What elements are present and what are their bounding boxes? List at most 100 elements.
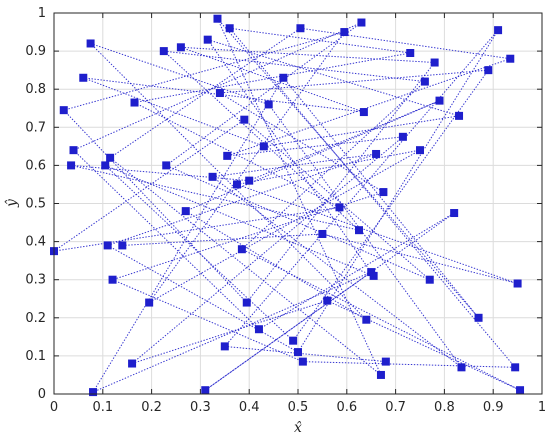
connecting-line [131,300,328,364]
data-point [296,24,305,33]
connecting-line [327,300,521,391]
data-point [425,275,434,284]
connecting-line [73,149,260,330]
connecting-line [212,153,377,178]
connecting-line [302,361,516,368]
connecting-line [83,77,265,147]
y-tick-label: 0.9 [25,44,46,59]
data-point [162,161,171,170]
plot-area-border [53,12,543,395]
y-tick-label: 0.6 [25,158,46,173]
connecting-line [243,119,431,281]
data-point [59,106,68,115]
data-point [289,336,298,345]
data-point [101,161,110,170]
x-tick-label: 0.4 [239,400,260,415]
connecting-line [258,212,455,330]
connecting-line [180,46,365,113]
x-tick-label: 0.1 [92,400,113,415]
data-point [381,357,390,366]
x-tick-label: 0 [50,400,58,415]
data-point [362,315,371,324]
data-point [86,39,95,48]
y-tick-label: 0.4 [25,235,46,250]
data-point [201,386,210,395]
data-point [225,24,234,33]
data-point [513,279,522,288]
connecting-line [53,206,340,252]
data-point [516,386,525,395]
data-point [406,49,415,58]
data-point [318,229,327,238]
data-point [220,342,229,351]
connecting-line [249,100,440,182]
data-point [511,363,520,372]
y-tick-label: 0.7 [25,120,46,135]
data-point [294,348,302,357]
data-point [474,313,483,322]
data-point [430,58,439,67]
data-point [215,89,224,98]
connecting-line [241,81,426,250]
data-point [484,66,493,75]
y-tick-label: 1 [38,6,46,21]
data-point [420,77,429,86]
connecting-line [92,271,372,393]
connecting-line [163,50,425,83]
data-point [208,172,217,181]
data-point [416,146,424,155]
connecting-line [185,100,440,212]
data-point [67,161,76,170]
data-point [450,209,459,218]
y-tick-label: 0 [38,387,46,402]
data-point [264,100,273,109]
data-point [106,153,115,162]
connecting-line [112,279,304,363]
data-point [506,54,515,63]
connecting-line [131,136,404,364]
data-point [176,43,185,52]
data-point [69,146,78,155]
connecting-line [92,77,284,393]
connecting-line [207,39,375,277]
data-point [323,296,332,305]
connecting-line [300,27,511,60]
data-point [298,357,307,366]
connecting-line [322,233,518,284]
x-tick-label: 0.8 [434,400,455,415]
connecting-line [70,164,360,231]
connecting-line [241,248,521,391]
data-point [279,73,288,82]
connecting-line [282,77,479,319]
data-point [435,96,444,105]
x-tick-label: 0.2 [141,400,162,415]
axes-frame [53,12,543,395]
data-point [240,115,249,124]
connecting-line [122,233,323,246]
connecting-line [180,46,435,64]
data-point [369,271,378,280]
data-point [254,325,263,334]
connecting-line [109,27,301,159]
data-point [79,73,88,82]
connecting-line [227,136,403,157]
x-tick-label: 0.3 [190,400,211,415]
connecting-line [212,176,462,368]
data-point [398,132,407,141]
data-point [159,47,168,56]
connecting-line [185,210,367,321]
data-point [233,180,241,189]
data-point [118,241,127,250]
data-point [376,370,385,379]
y-tick-label: 0.3 [25,273,46,288]
data-point [355,226,363,235]
connecting-line [217,18,382,376]
data-point [89,388,98,397]
data-point [108,275,117,284]
connecting-line [217,18,479,319]
connecting-line [204,271,372,391]
x-tick-label: 0.9 [483,400,504,415]
data-points [50,14,525,397]
